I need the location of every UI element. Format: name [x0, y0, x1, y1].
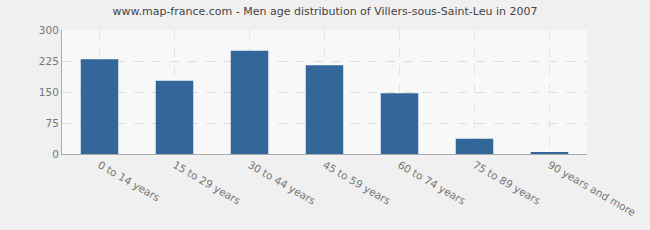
- svg-text:0: 0: [52, 148, 59, 160]
- svg-text:30 to 44 years: 30 to 44 years: [246, 158, 318, 206]
- svg-text:150: 150: [39, 86, 59, 98]
- svg-text:300: 300: [39, 24, 59, 36]
- svg-text:60 to 74 years: 60 to 74 years: [396, 158, 468, 206]
- svg-text:45 to 59 years: 45 to 59 years: [321, 158, 393, 206]
- svg-text:0 to 14 years: 0 to 14 years: [96, 158, 162, 203]
- svg-text:90 years and more: 90 years and more: [546, 158, 638, 218]
- svg-text:www.map-france.com - Men age d: www.map-france.com - Men age distributio…: [112, 5, 537, 18]
- svg-text:225: 225: [39, 55, 59, 67]
- svg-text:75: 75: [46, 117, 59, 129]
- svg-text:15 to 29 years: 15 to 29 years: [171, 158, 243, 206]
- svg-text:75 to 89 years: 75 to 89 years: [471, 158, 543, 206]
